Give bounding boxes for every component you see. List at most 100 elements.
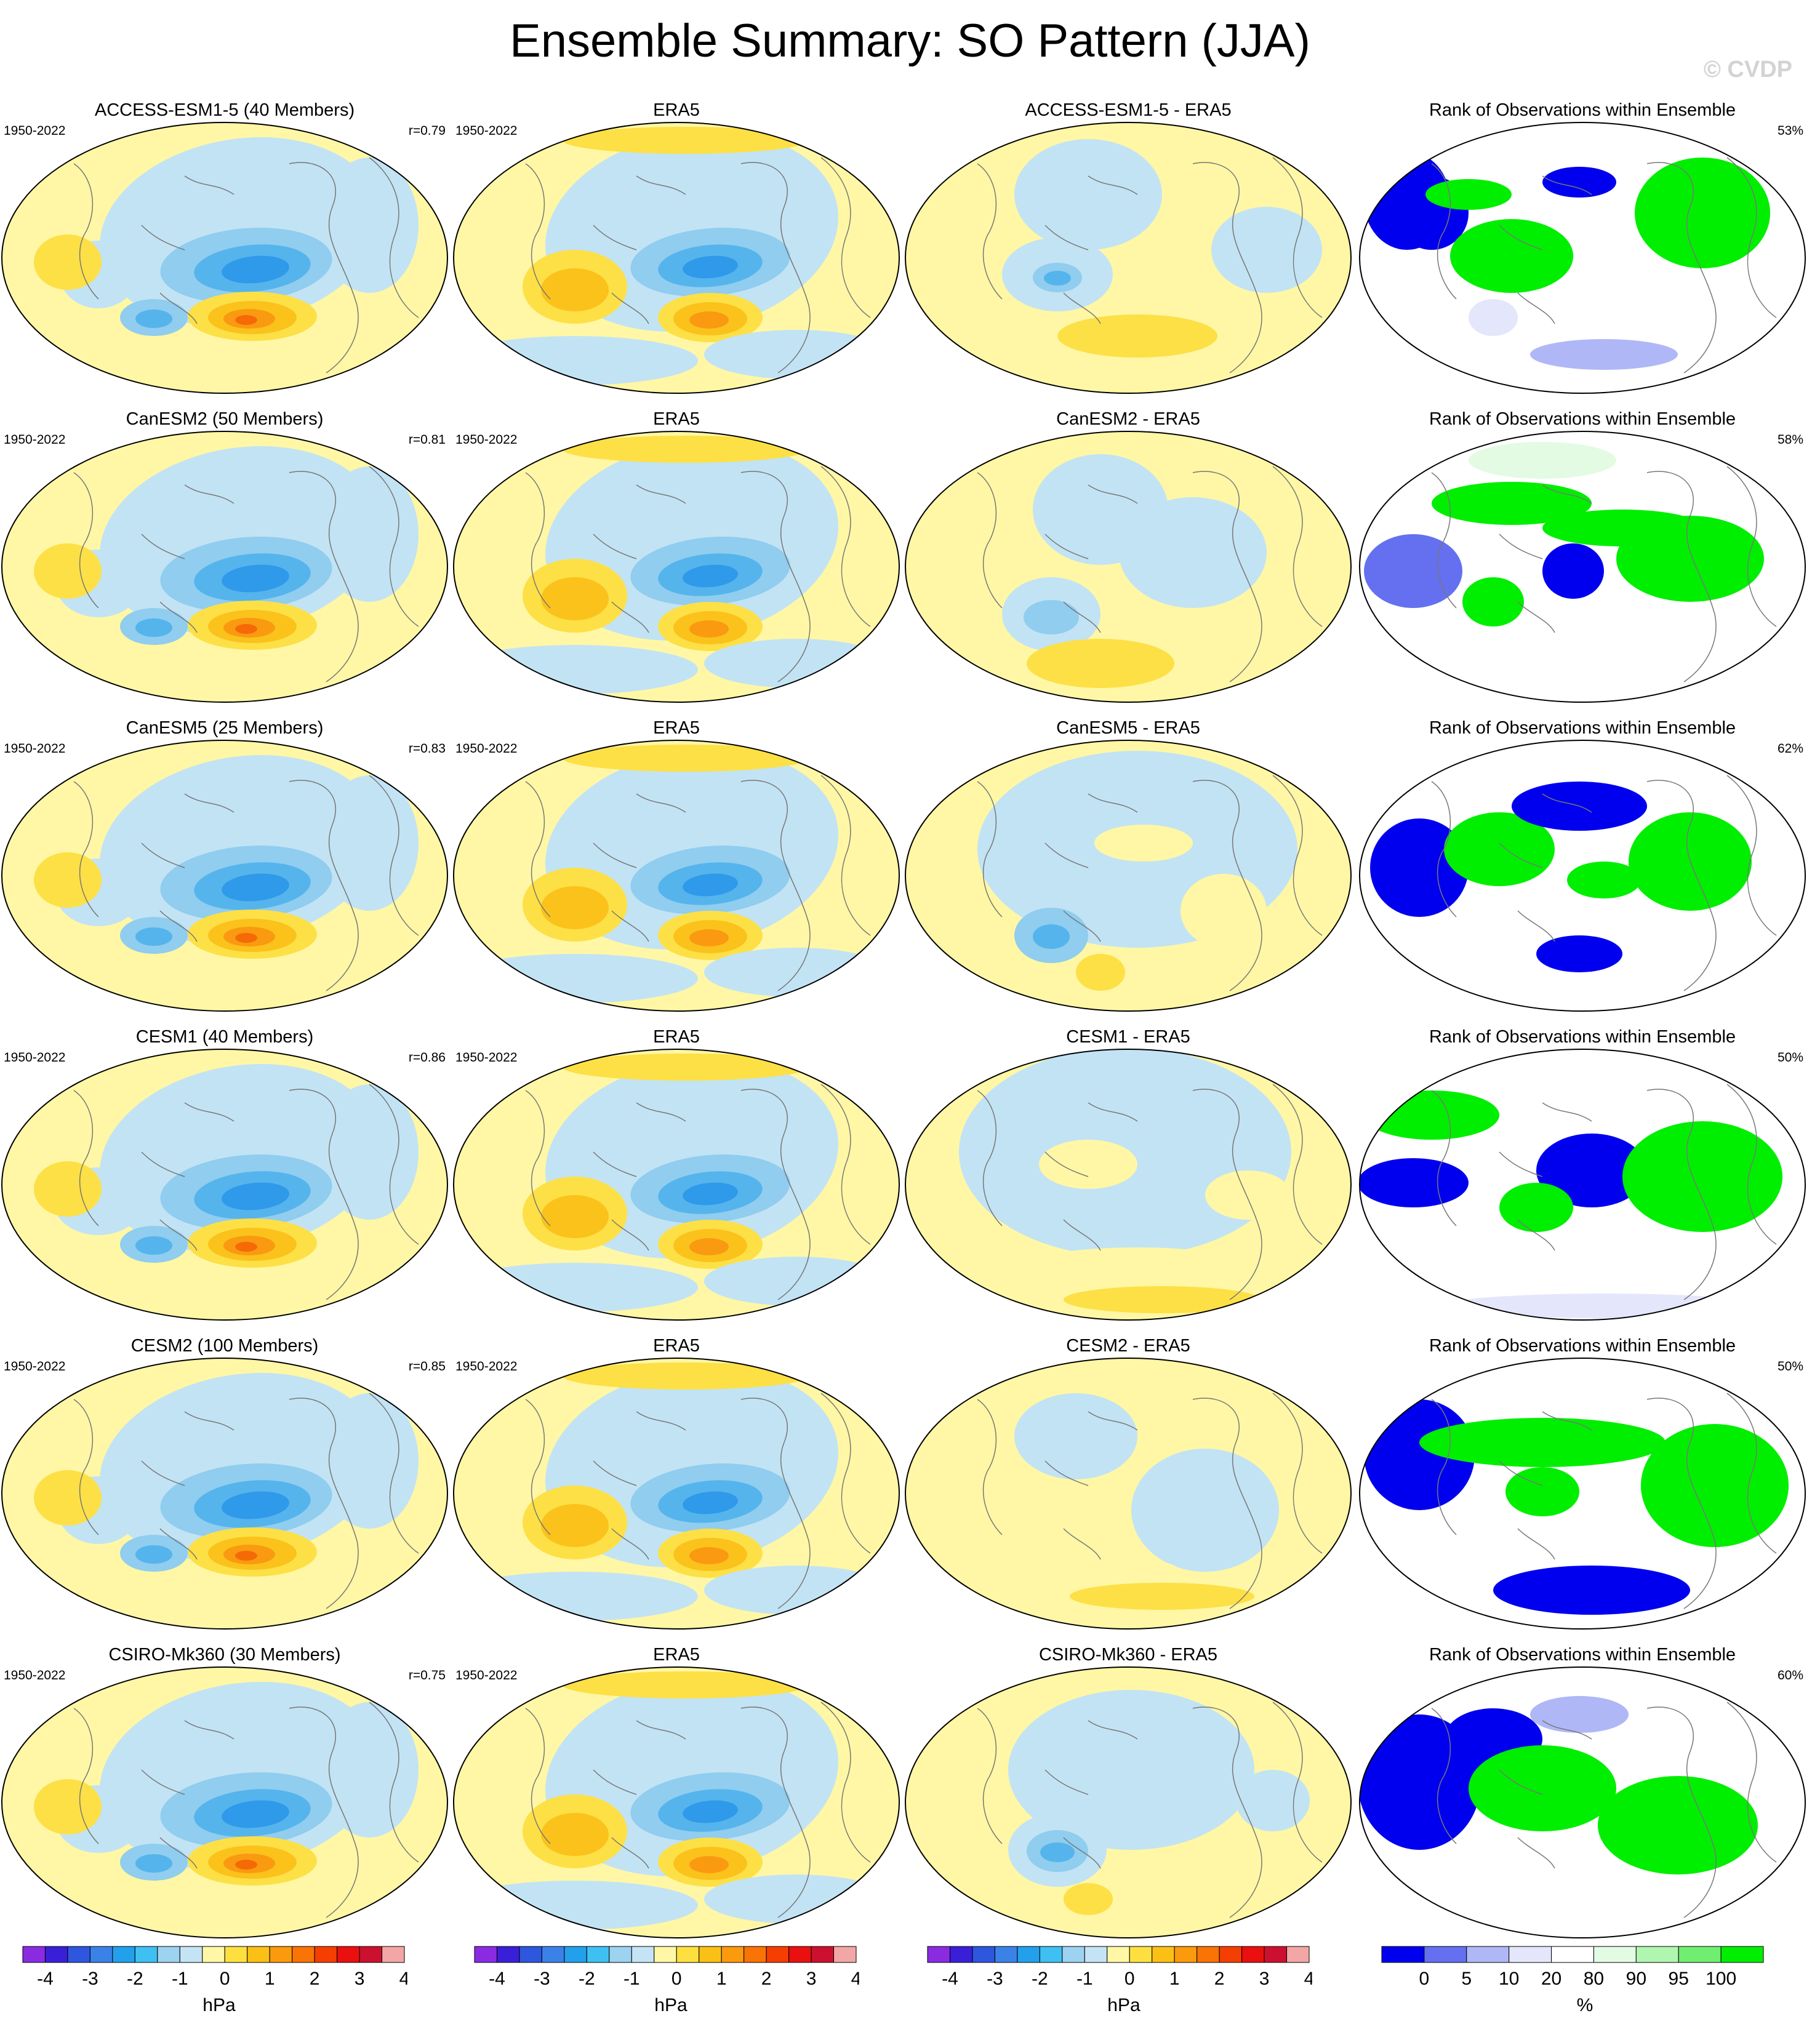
panel-title: CanESM2 - ERA5 (1056, 409, 1200, 429)
map-border (453, 122, 900, 394)
panel-years: 1950-2022 (4, 742, 66, 756)
contour-region (135, 618, 172, 637)
map-projection (1, 1666, 448, 1938)
coastline (740, 780, 811, 991)
colorbar-swatch (89, 1946, 113, 1963)
map-border (453, 1358, 900, 1630)
colorbar-swatch (1039, 1946, 1063, 1963)
panel-title: ERA5 (653, 100, 700, 120)
coastline (184, 484, 235, 504)
colorbar-tick-label: 3 (806, 1969, 817, 1989)
contour-region (1450, 219, 1573, 293)
contour-region (222, 255, 289, 284)
panel-difference: CESM1 - ERA5 (904, 1026, 1353, 1322)
contour-region (1641, 1424, 1789, 1547)
colorbar-model: -4 -3 -2 -1 0 1 2 3 4 (22, 1946, 407, 1989)
contour-region (563, 1054, 809, 1081)
contour-region (222, 1491, 289, 1519)
contour-region (135, 1236, 172, 1255)
coastline (593, 534, 649, 633)
coastline (369, 1702, 419, 1863)
colorbar-swatch (1107, 1946, 1130, 1963)
colorbar-swatch (112, 1946, 135, 1963)
coastline (820, 775, 871, 936)
colorbar-swatch (744, 1946, 767, 1963)
map-border (1, 1666, 448, 1938)
contour-region (320, 1393, 419, 1529)
contour-region (1040, 1842, 1075, 1862)
map-border (1, 740, 448, 1012)
contour-region (1425, 179, 1512, 210)
map-projection (453, 1358, 900, 1630)
colorbar-swatch (1017, 1946, 1040, 1963)
colorbar-swatch (1720, 1946, 1764, 1963)
map-border (453, 1049, 900, 1321)
coastline (1044, 225, 1101, 324)
contour-region (1024, 600, 1079, 634)
coastline (977, 472, 1003, 609)
contour-region (683, 1800, 738, 1823)
panel-years: 1950-2022 (4, 1359, 66, 1374)
colorbar-swatch (631, 1946, 655, 1963)
panel-title: CanESM5 (25 Members) (126, 718, 324, 738)
contour-region (689, 1856, 729, 1873)
coastline (1088, 1411, 1138, 1431)
colorbar-tick-label: -3 (987, 1969, 1003, 1989)
panel-years: 1950-2022 (4, 1668, 66, 1682)
colorbar-swatch (359, 1946, 383, 1963)
colorbar-swatch (247, 1946, 270, 1963)
coastline (73, 781, 99, 918)
colorbar-swatch (474, 1946, 497, 1963)
coastline (1499, 225, 1555, 324)
coastline (1431, 163, 1457, 300)
map-projection (1, 122, 448, 394)
contour-region (1499, 1183, 1573, 1232)
colorbar-diff: -4 -3 -2 -1 0 1 2 3 4 (927, 1946, 1312, 1989)
coastline (1044, 1460, 1101, 1560)
map-projection (1359, 122, 1806, 394)
contour-region (1044, 271, 1071, 286)
map-projection (1, 740, 448, 1012)
colorbar-tick-label: 20 (1541, 1969, 1561, 1989)
colorbar-swatch (1241, 1946, 1265, 1963)
contour-region (1469, 299, 1518, 336)
contour-region (1542, 543, 1604, 599)
contour-region (1567, 862, 1641, 898)
coastline (1499, 1769, 1555, 1869)
colorbar-swatch (1678, 1946, 1722, 1963)
coastline (1272, 1702, 1323, 1863)
panel-title: ERA5 (653, 1645, 700, 1665)
panel-title: CESM2 (100 Members) (130, 1336, 319, 1356)
coastline (141, 842, 198, 942)
colorbar-swatch (1152, 1946, 1175, 1963)
panel-rank-percent: 53% (1777, 124, 1803, 138)
coastline (740, 471, 811, 682)
colorbar-tick-label: -1 (623, 1969, 640, 1989)
colorbar-swatch (337, 1946, 360, 1963)
colorbar-swatch (833, 1946, 857, 1963)
map-border (1359, 1666, 1806, 1938)
coastline (820, 466, 871, 627)
contour-region (1131, 1449, 1279, 1572)
contour-region (563, 127, 809, 154)
panel-rank: Rank of Observations within Ensemble 58% (1358, 409, 1807, 704)
contour-region (135, 927, 172, 946)
coastline (369, 466, 419, 627)
colorbar-tick-label: -4 (489, 1969, 505, 1989)
map-border (1359, 740, 1806, 1012)
map-projection (1359, 431, 1806, 703)
coastline (1044, 534, 1101, 633)
coastline (1646, 471, 1717, 682)
colorbar-tick-label: 2 (1214, 1969, 1225, 1989)
coastline (593, 1460, 649, 1560)
coastline (184, 1102, 235, 1122)
contour-region (1505, 1467, 1579, 1516)
panel-rank: Rank of Observations within Ensemble 60% (1358, 1644, 1807, 1940)
map-border (1359, 431, 1806, 703)
map-projection (905, 1358, 1352, 1630)
contour-region (320, 158, 419, 293)
coastline (1646, 1398, 1717, 1609)
coastline (820, 157, 871, 318)
colorbar-tick-label: 3 (355, 1969, 365, 1989)
map-border (905, 431, 1352, 703)
